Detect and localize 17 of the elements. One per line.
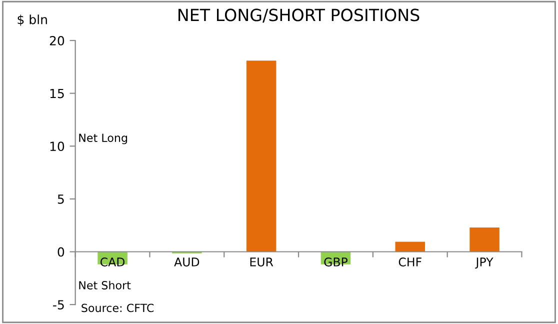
y-tick-label: 20 [50,36,64,46]
y-tick-label: 5 [58,194,64,204]
x-tick-label: EUR [250,258,274,266]
annotation: Source: CFTC [82,304,154,312]
annotation: Net Short [79,280,131,290]
y-tick-label: -5 [53,300,64,310]
y-tick-label: 15 [50,88,64,98]
annotation: Net Long [79,134,128,144]
y-axis-title: $ bln [18,14,47,26]
x-tick-label: GBP [324,258,348,266]
x-tick-label: JPY [475,258,494,269]
x-tick-label: AUD [174,258,200,266]
chart-title: NET LONG/SHORT POSITIONS [178,8,420,23]
x-tick-label: CAD [100,258,125,266]
y-tick-label: 0 [58,247,64,257]
x-tick-label: CHF [398,258,422,266]
y-tick-label: 10 [50,142,64,152]
